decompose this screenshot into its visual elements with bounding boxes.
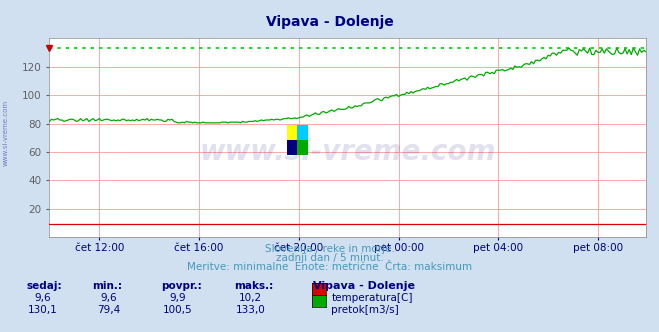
Text: www.si-vreme.com: www.si-vreme.com: [2, 100, 9, 166]
Bar: [297, 125, 308, 140]
Text: Slovenija / reke in morje.: Slovenija / reke in morje.: [264, 244, 395, 254]
Bar: [287, 140, 297, 155]
Text: 9,6: 9,6: [34, 293, 51, 303]
Text: 133,0: 133,0: [235, 305, 266, 315]
Text: 10,2: 10,2: [239, 293, 262, 303]
Text: 79,4: 79,4: [97, 305, 121, 315]
Text: povpr.:: povpr.:: [161, 281, 202, 290]
Bar: [287, 125, 297, 140]
Bar: [297, 140, 308, 155]
Text: 9,6: 9,6: [100, 293, 117, 303]
Text: 130,1: 130,1: [28, 305, 58, 315]
Text: temperatura[C]: temperatura[C]: [331, 293, 413, 303]
Text: Vipava - Dolenje: Vipava - Dolenje: [313, 281, 415, 290]
Text: zadnji dan / 5 minut.: zadnji dan / 5 minut.: [275, 253, 384, 263]
Text: 9,9: 9,9: [169, 293, 186, 303]
Text: 100,5: 100,5: [163, 305, 192, 315]
Text: maks.:: maks.:: [234, 281, 273, 290]
Text: Vipava - Dolenje: Vipava - Dolenje: [266, 15, 393, 29]
Text: min.:: min.:: [92, 281, 123, 290]
Text: www.si-vreme.com: www.si-vreme.com: [200, 138, 496, 166]
Text: pretok[m3/s]: pretok[m3/s]: [331, 305, 399, 315]
Text: Meritve: minimalne  Enote: metrične  Črta: maksimum: Meritve: minimalne Enote: metrične Črta:…: [187, 262, 472, 272]
Text: sedaj:: sedaj:: [26, 281, 62, 290]
